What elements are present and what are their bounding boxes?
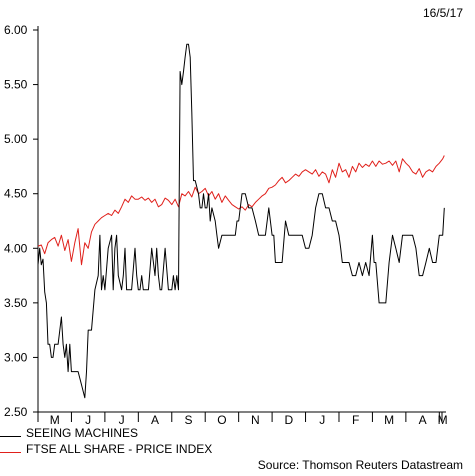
- y-tick-label: 6.00: [4, 23, 28, 37]
- y-tick-label: 3.50: [4, 296, 28, 310]
- legend-swatch: [0, 436, 21, 437]
- y-tick-label: 4.50: [4, 187, 28, 201]
- legend-item-seeing-machines: SEEING MACHINES: [0, 426, 300, 442]
- y-tick-label: 5.00: [4, 132, 28, 146]
- series-line-ftse-all-share: [37, 155, 445, 266]
- y-tick-label: 4.00: [4, 241, 28, 255]
- series-line-seeing-machines: [37, 43, 445, 399]
- y-tick-label: 2.50: [4, 405, 28, 419]
- x-tick-label: D: [284, 413, 293, 427]
- x-tick-label: M: [50, 413, 60, 427]
- report-date: 16/5/17: [422, 6, 463, 20]
- x-tick-label: F: [352, 413, 359, 427]
- x-tick-label: J: [119, 413, 125, 427]
- legend-label: SEEING MACHINES: [26, 426, 139, 440]
- source-note: Source: Thomson Reuters Datastream: [257, 458, 463, 472]
- x-tick-label: O: [217, 413, 226, 427]
- y-tick-label: 5.50: [4, 78, 28, 92]
- legend-item-ftse-all-share: FTSE ALL SHARE - PRICE INDEX: [0, 442, 300, 458]
- y-axis-ticks: 6.00 5.50 5.00 4.50 4.00 3.50 3.00 2.50: [4, 23, 38, 419]
- x-tick-label: S: [184, 413, 192, 427]
- legend-swatch: [0, 452, 21, 453]
- x-tick-label: M: [384, 413, 394, 427]
- legend-label: FTSE ALL SHARE - PRICE INDEX: [26, 442, 213, 456]
- x-tick-label: A: [151, 413, 159, 427]
- x-tick-label: J: [319, 413, 325, 427]
- x-tick-label: J: [85, 413, 91, 427]
- x-tick-label: M: [438, 413, 448, 427]
- x-tick-label: N: [251, 413, 260, 427]
- y-tick-label: 3.00: [4, 350, 28, 364]
- chart-axes: [37, 26, 446, 413]
- chart-series: [37, 43, 445, 399]
- x-tick-label: A: [419, 413, 427, 427]
